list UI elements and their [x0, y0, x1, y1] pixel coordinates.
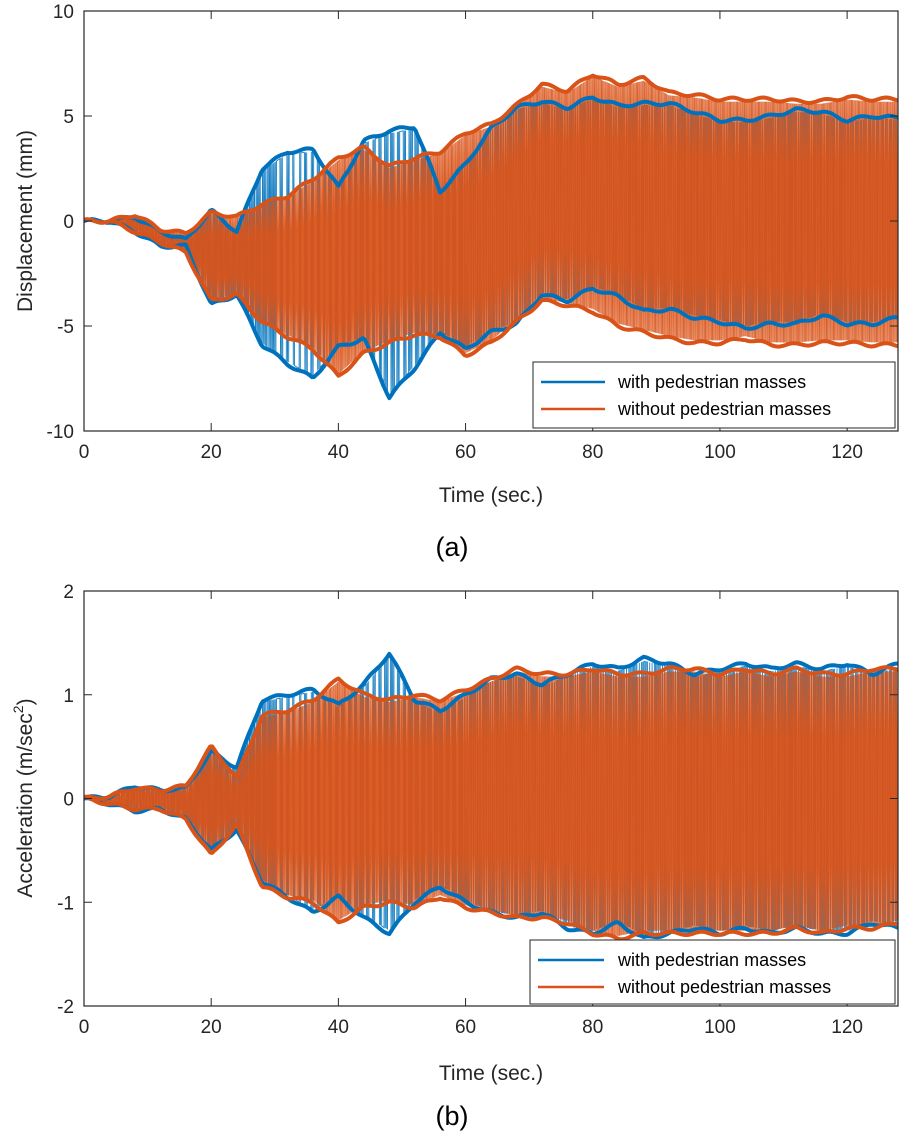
y-ticks-a: -10 -5 0 5 10 [47, 2, 898, 443]
plot-area-a [84, 73, 898, 401]
x-tick-label: 100 [704, 442, 736, 463]
legend-entry-a-1: with pedestrian masses [617, 372, 806, 392]
x-tick-label: 0 [79, 1017, 90, 1038]
y-tick-label: -10 [47, 422, 74, 443]
panel-a: 0 20 40 60 80 100 120 -10 -5 0 5 10 Time (sec.) Di… [14, 2, 899, 562]
legend-b: with pedestrian masses without pedestria… [529, 939, 896, 1005]
y-tick-label: 5 [63, 107, 74, 128]
y-tick-label: -2 [57, 997, 74, 1018]
x-tick-label: 40 [328, 1017, 349, 1038]
x-tick-label: 60 [455, 1017, 476, 1038]
y-tick-label: 0 [63, 212, 74, 233]
x-ticks-b: 0 20 40 60 80 100 120 [79, 591, 863, 1038]
y-ticks-b: -2 -1 0 1 2 [57, 582, 898, 1018]
x-axis-label-b: Time (sec.) [439, 1062, 543, 1085]
panel-b: 0 20 40 60 80 100 120 -2 -1 0 1 2 Time (sec.) Acce… [10, 582, 899, 1131]
y-tick-label: -5 [57, 317, 74, 338]
x-tick-label: 20 [201, 442, 222, 463]
x-tick-label: 80 [582, 1017, 603, 1038]
series-envelope-2-upper [84, 73, 898, 236]
x-tick-label: 0 [79, 442, 90, 463]
subfigure-label-b: (b) [436, 1101, 469, 1131]
series-envelope-2-lower [84, 795, 898, 942]
legend-entry-b-2: without pedestrian masses [617, 977, 831, 997]
legend-box-b [529, 939, 896, 1005]
x-tick-label: 20 [201, 1017, 222, 1038]
y-axis-label-b: Acceleration (m/sec2) [10, 698, 37, 897]
y-axis-label-b-end: ) [14, 698, 37, 705]
x-tick-label: 40 [328, 442, 349, 463]
legend-entry-a-2: without pedestrian masses [617, 399, 831, 419]
x-tick-label: 100 [704, 1017, 736, 1038]
plot-area-b [84, 651, 898, 942]
x-tick-label: 120 [831, 1017, 863, 1038]
x-tick-label: 60 [455, 442, 476, 463]
subfigure-label-a: (a) [436, 532, 469, 562]
series-envelope-2-lower [84, 217, 898, 378]
series-oscillation-2 [84, 671, 898, 936]
y-tick-label: -1 [57, 893, 74, 914]
legend-a: with pedestrian masses without pedestria… [532, 361, 896, 429]
y-tick-label: 10 [53, 2, 74, 23]
y-tick-label: 1 [63, 686, 74, 707]
y-tick-label: 0 [63, 790, 74, 811]
series-envelope-2-upper [84, 665, 898, 801]
x-tick-label: 120 [831, 442, 863, 463]
legend-entry-b-1: with pedestrian masses [617, 950, 806, 970]
y-tick-label: 2 [63, 582, 74, 603]
y-axis-label-b-main: Acceleration (m/sec [14, 713, 37, 897]
y-axis-label-a: Displacement (mm) [14, 130, 37, 312]
x-tick-label: 80 [582, 442, 603, 463]
x-ticks-a: 0 20 40 60 80 100 120 [79, 11, 863, 463]
legend-box-a [532, 361, 896, 429]
y-axis-label-b-sup: 2 [10, 705, 26, 713]
x-axis-label-a: Time (sec.) [439, 484, 543, 507]
